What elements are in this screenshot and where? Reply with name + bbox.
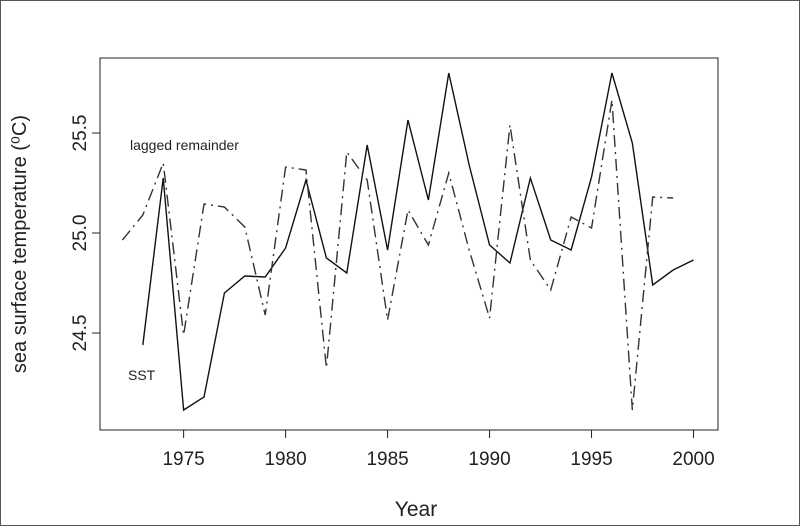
- series-label: lagged remainder: [130, 137, 239, 153]
- series-label: SST: [128, 367, 156, 383]
- plot-frame: [99, 57, 719, 431]
- y-axis-label: sea surface temperature (⁰C): [9, 115, 31, 373]
- x-tick-label: 1995: [570, 449, 612, 470]
- x-tick-label: 2000: [672, 449, 714, 470]
- x-tick-label: 1985: [366, 449, 408, 470]
- x-tick-label: 1975: [162, 449, 204, 470]
- x-tick-label: 1990: [468, 449, 510, 470]
- y-tick-label: 25.5: [70, 115, 91, 152]
- x-tick-label: 1980: [264, 449, 306, 470]
- series-line: [142, 72, 694, 412]
- series-line: [121, 99, 674, 411]
- y-tick-label: 24.5: [70, 315, 91, 352]
- x-axis-label: Year: [395, 498, 437, 521]
- y-tick-label: 25.0: [70, 215, 91, 252]
